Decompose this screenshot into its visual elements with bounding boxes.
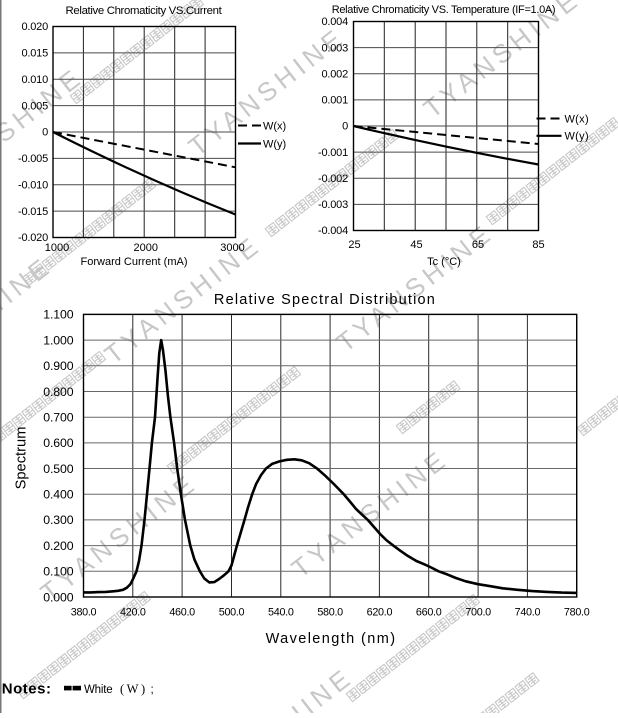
svg-text:Tc (°C): Tc (°C) (427, 256, 461, 268)
svg-text:780.0: 780.0 (564, 606, 590, 618)
svg-text:380.0: 380.0 (71, 606, 97, 618)
svg-text:2000: 2000 (134, 242, 158, 254)
svg-text:0.004: 0.004 (321, 16, 348, 28)
svg-text:460.0: 460.0 (169, 606, 195, 618)
svg-text:Wavelength (nm): Wavelength (nm) (266, 631, 397, 647)
svg-text:0.015: 0.015 (21, 48, 48, 60)
svg-text:;: ; (151, 684, 154, 696)
svg-text:Forward Current (mA): Forward Current (mA) (81, 256, 188, 268)
svg-text:Relative Chromaticity VS.Curre: Relative Chromaticity VS.Current (66, 5, 223, 17)
svg-text:45: 45 (410, 239, 422, 251)
svg-text:85: 85 (532, 239, 544, 251)
svg-text:0.020: 0.020 (21, 21, 48, 33)
svg-text:White: White (84, 684, 112, 696)
svg-text:500.0: 500.0 (219, 606, 245, 618)
svg-text:0.900: 0.900 (43, 359, 74, 373)
svg-text:W(y): W(y) (565, 131, 589, 143)
svg-text:(W): (W) (120, 682, 148, 696)
svg-text:-0.010: -0.010 (18, 179, 48, 191)
svg-text:-0.015: -0.015 (18, 206, 48, 218)
svg-text:0.300: 0.300 (43, 513, 74, 527)
svg-text:0.100: 0.100 (43, 565, 74, 579)
svg-text:-0.004: -0.004 (318, 225, 348, 237)
svg-text:0.500: 0.500 (43, 462, 74, 476)
svg-text:420.0: 420.0 (120, 606, 146, 618)
svg-text:0.000: 0.000 (43, 590, 74, 604)
svg-text:700.0: 700.0 (465, 606, 491, 618)
svg-text:540.0: 540.0 (268, 606, 294, 618)
svg-text:660.0: 660.0 (416, 606, 442, 618)
svg-text:0.400: 0.400 (43, 488, 74, 502)
svg-text:0.700: 0.700 (43, 411, 74, 425)
svg-text:0.800: 0.800 (43, 385, 74, 399)
svg-text:W(y): W(y) (263, 138, 286, 150)
svg-text:3000: 3000 (220, 242, 244, 254)
svg-text:0.010: 0.010 (21, 74, 48, 86)
svg-text:-0.020: -0.020 (18, 232, 48, 244)
svg-text:-0.002: -0.002 (318, 173, 348, 185)
svg-text:-0.001: -0.001 (318, 147, 348, 159)
svg-text:1.000: 1.000 (43, 333, 74, 347)
svg-text:0: 0 (42, 127, 48, 139)
svg-text:0.003: 0.003 (321, 42, 348, 54)
svg-text:0: 0 (342, 121, 348, 133)
svg-text:0.001: 0.001 (321, 95, 348, 107)
svg-text:620.0: 620.0 (367, 606, 393, 618)
svg-text:0.005: 0.005 (21, 100, 48, 112)
svg-text:580.0: 580.0 (317, 606, 343, 618)
svg-text:Relative Chromaticity VS. Temp: Relative Chromaticity VS. Temperature (I… (332, 4, 556, 16)
svg-text:Relative Spectral Distribution: Relative Spectral Distribution (214, 292, 436, 308)
svg-text:-0.005: -0.005 (18, 153, 48, 165)
svg-text:1000: 1000 (45, 242, 69, 254)
svg-text:0.200: 0.200 (43, 539, 74, 553)
svg-text:-0.003: -0.003 (318, 199, 348, 211)
svg-text:0.002: 0.002 (321, 69, 348, 81)
svg-text:65: 65 (472, 239, 484, 251)
svg-text:1.100: 1.100 (43, 308, 74, 322)
svg-text:W(x): W(x) (565, 113, 589, 125)
svg-text:Spectrum: Spectrum (14, 427, 30, 490)
svg-text:W(x): W(x) (263, 120, 286, 132)
svg-text:0.600: 0.600 (43, 436, 74, 450)
svg-text:740.0: 740.0 (515, 606, 541, 618)
svg-text:Notes:: Notes: (2, 681, 52, 698)
svg-text:25: 25 (348, 239, 360, 251)
